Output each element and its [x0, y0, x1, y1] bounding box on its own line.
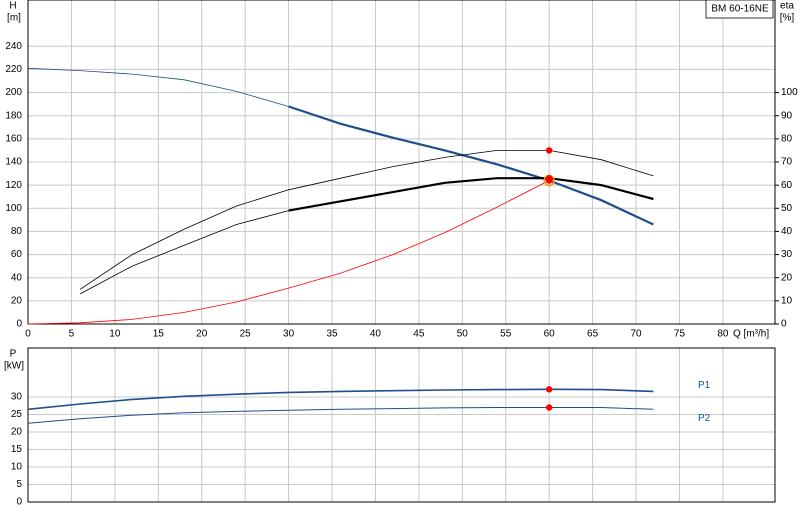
- y-tick-label: 40: [11, 272, 23, 283]
- y-tick-label: 30: [11, 392, 23, 403]
- y2-axis-label: eta: [780, 1, 794, 12]
- x-tick-label: 20: [196, 329, 208, 340]
- x-tick-label: 70: [630, 329, 642, 340]
- y-tick-label: 160: [5, 133, 22, 144]
- curve: [27, 67, 289, 107]
- curve: [79, 210, 289, 295]
- x-tick-label: 75: [674, 329, 686, 340]
- curve: [288, 177, 654, 212]
- y-tick-label: 200: [5, 87, 22, 98]
- y-tick-label: 140: [5, 157, 22, 168]
- y2-tick-label: 0: [781, 319, 787, 330]
- y-tick-label: 20: [11, 427, 23, 438]
- y-tick-label: 120: [5, 180, 22, 191]
- x-tick-label: 35: [326, 329, 338, 340]
- y-tick-label: 100: [5, 203, 22, 214]
- y2-tick-label: 20: [781, 272, 793, 283]
- x-tick-label: 55: [500, 329, 512, 340]
- y2-tick-label: 60: [781, 180, 793, 191]
- y2-tick-label: 40: [781, 226, 793, 237]
- y2-tick-label: 10: [781, 295, 793, 306]
- y-tick-label: 10: [11, 462, 23, 473]
- y-tick-label: 0: [16, 319, 22, 330]
- y2-tick-label: 30: [781, 249, 793, 260]
- duty-point: [545, 404, 553, 411]
- x-tick-label: 60: [544, 329, 556, 340]
- y-tick-label: 220: [5, 64, 22, 75]
- y2-tick-label: 70: [781, 157, 793, 168]
- curve: [27, 180, 550, 325]
- x-tick-label: 30: [283, 329, 295, 340]
- x-tick-label: 5: [69, 329, 75, 340]
- x-tick-label: 65: [587, 329, 599, 340]
- y-tick-label: 25: [11, 409, 23, 420]
- x-axis-label: Q [m³/h]: [733, 329, 769, 340]
- badge: BM 60-16NE: [711, 4, 769, 15]
- y-tick-label: 0: [16, 497, 22, 508]
- x-tick-label: 25: [240, 329, 252, 340]
- x-tick-label: 40: [370, 329, 382, 340]
- y2-tick-label: 50: [781, 203, 793, 214]
- x-tick-label: 15: [153, 329, 165, 340]
- badge-box: [705, 0, 774, 19]
- y-axis-unit: [kW]: [4, 361, 24, 372]
- x-tick-label: 50: [457, 329, 469, 340]
- x-tick-label: 0: [25, 329, 31, 340]
- curve: [79, 150, 654, 290]
- y-axis-label: P: [10, 349, 17, 360]
- y2-axis-unit: [%]: [780, 13, 795, 24]
- y-axis-unit: [m]: [7, 13, 21, 24]
- duty-point: [545, 147, 553, 154]
- y-tick-label: 240: [5, 41, 22, 52]
- y-tick-label: 20: [11, 295, 23, 306]
- y-axis-label: H: [9, 1, 16, 12]
- y2-tick-label: 90: [781, 110, 793, 121]
- duty-point: [545, 175, 553, 182]
- x-tick-label: 80: [717, 329, 729, 340]
- y-tick-label: 60: [11, 249, 23, 260]
- x-tick-label: 10: [109, 329, 121, 340]
- y-tick-label: 180: [5, 110, 22, 121]
- duty-point: [545, 386, 553, 393]
- curve: [288, 105, 654, 226]
- x-tick-label: 45: [413, 329, 425, 340]
- series-label: P1: [698, 380, 711, 391]
- plot-frame: [27, 347, 776, 503]
- series-label: P2: [698, 413, 711, 424]
- plot-frame: [27, 0, 776, 325]
- y-tick-label: 5: [16, 479, 22, 490]
- y-tick-label: 80: [11, 226, 23, 237]
- y2-tick-label: 80: [781, 133, 793, 144]
- y-tick-label: 15: [11, 444, 23, 455]
- y2-tick-label: 100: [781, 87, 798, 98]
